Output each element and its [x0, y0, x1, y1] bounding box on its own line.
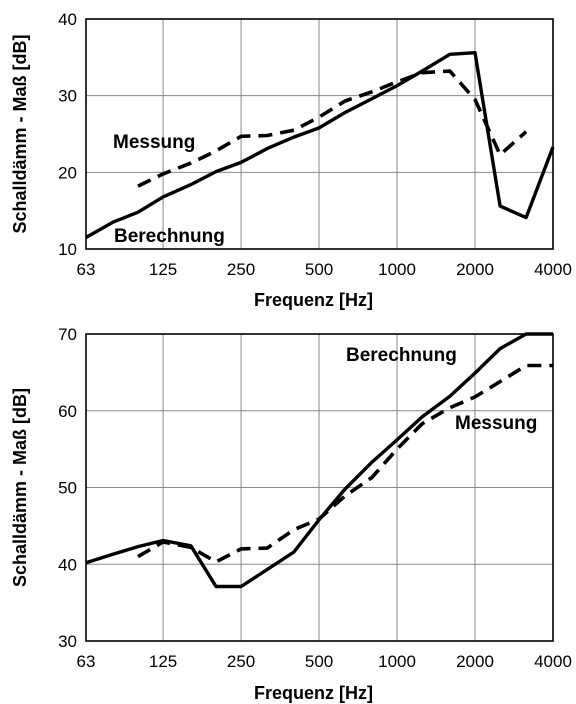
series-label-messung: Messung [113, 132, 195, 153]
series-line-berechnung [85, 51, 555, 239]
x-axis-label: Frequenz [Hz] [254, 290, 373, 310]
series-label-messung: Messung [455, 413, 537, 434]
x-tick-label: 125 [149, 260, 177, 279]
plot-frame [85, 333, 554, 642]
chart-1: 63 125 250 500 1000 2000 4000 10 20 30 40 Frequenz … [10, 10, 572, 310]
x-tick-label: 63 [77, 260, 96, 279]
y-axis-label: Schalldämm - Maß [dB] [10, 388, 30, 587]
series-label-berechnung: Berechnung [346, 345, 457, 366]
x-tick-label: 4000 [534, 652, 572, 671]
y-tick-label: 40 [58, 10, 77, 29]
y-tick-label: 40 [58, 555, 77, 574]
x-axis-label: Frequenz [Hz] [254, 683, 373, 703]
x-tick-label: 500 [305, 260, 333, 279]
y-tick-label: 30 [58, 632, 77, 651]
y-axis-label: Schalldämm - Maß [dB] [10, 34, 30, 233]
x-tick-label: 4000 [534, 260, 572, 279]
chart-2: 63 125 250 500 1000 2000 4000 30 40 50 60 70 Frequen… [10, 325, 572, 703]
y-tick-label: 60 [58, 402, 77, 421]
y-tick-label: 10 [58, 240, 77, 259]
x-tick-label: 2000 [456, 652, 494, 671]
x-tick-label: 125 [149, 652, 177, 671]
plot-frame [85, 18, 554, 250]
x-tick-label: 1000 [378, 652, 416, 671]
series-line-messung [137, 363, 553, 564]
y-tick-label: 70 [58, 325, 77, 344]
y-tick-label: 50 [58, 479, 77, 498]
x-tick-label: 500 [305, 652, 333, 671]
y-tick-label: 20 [58, 163, 77, 182]
series-line-messung [137, 69, 528, 188]
x-tick-label: 250 [227, 260, 255, 279]
x-tick-label: 250 [227, 652, 255, 671]
y-tick-label: 30 [58, 87, 77, 106]
series-label-berechnung: Berechnung [114, 226, 225, 247]
x-tick-label: 63 [77, 652, 96, 671]
x-tick-label: 2000 [456, 260, 494, 279]
x-tick-label: 1000 [378, 260, 416, 279]
